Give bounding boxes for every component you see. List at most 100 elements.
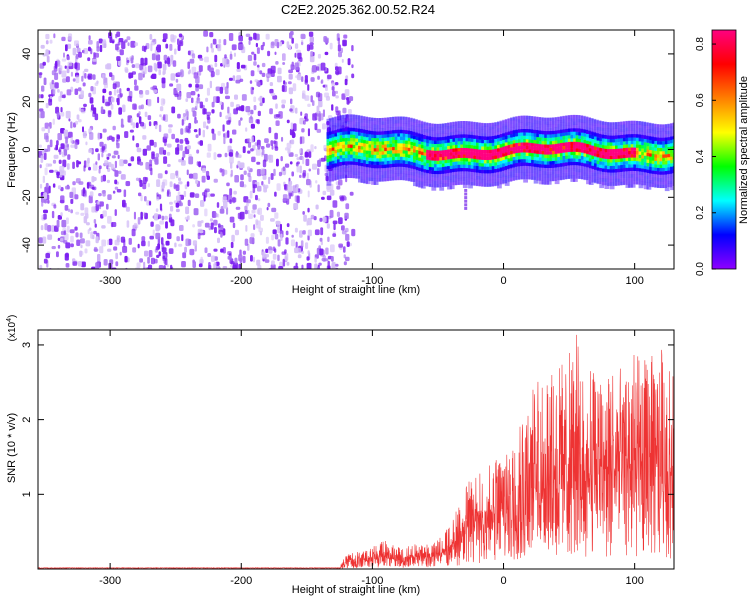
spectrogram-cell xyxy=(177,71,182,76)
spectrogram-cell xyxy=(229,188,233,196)
spectrogram-cell xyxy=(154,258,158,264)
spectrogram-cell xyxy=(486,153,492,157)
spectrogram-cell xyxy=(415,166,421,171)
spectrogram-cell xyxy=(607,145,612,150)
spectrogram-cell xyxy=(575,135,581,139)
spectrogram-cell xyxy=(657,141,662,145)
spectrogram-cell xyxy=(376,131,382,135)
spectrogram-cell xyxy=(418,130,424,135)
spectrogram-cell xyxy=(410,141,416,146)
spectrogram-cell xyxy=(53,204,57,209)
spectrogram-cell xyxy=(108,238,113,246)
spectrogram-cell xyxy=(460,167,466,172)
spectrogram-cell xyxy=(266,73,271,78)
spectrogram-cell xyxy=(504,119,510,123)
spectrogram-cell xyxy=(544,127,549,132)
spectrogram-cell xyxy=(233,130,236,134)
spectrogram-cell xyxy=(431,137,437,141)
spectrogram-cell xyxy=(489,122,494,127)
spectrogram-cell xyxy=(460,144,466,148)
spectrogram-cell xyxy=(415,123,421,127)
spectrogram-cell xyxy=(234,175,239,183)
spectrogram-cell xyxy=(192,240,198,246)
spectrogram-cell xyxy=(546,117,552,122)
spectrogram-cell xyxy=(92,177,97,181)
spectrogram-cell xyxy=(615,145,620,149)
spectrogram-cell xyxy=(557,146,563,151)
spectrogram-cell xyxy=(578,132,584,136)
spectrogram-cell xyxy=(483,163,489,167)
spectrogram-cell xyxy=(219,111,222,118)
spectrogram-cell xyxy=(559,139,565,143)
spectrogram-cell xyxy=(373,158,379,162)
spectrogram-cell xyxy=(439,137,445,141)
spectrogram-cell xyxy=(358,125,363,129)
spectrogram-cell xyxy=(662,141,667,145)
spectrogram-cell xyxy=(343,261,347,266)
spectrogram-cell xyxy=(567,145,573,149)
spectrogram-cell xyxy=(65,242,71,249)
spectrogram-cell xyxy=(170,205,174,212)
spectrogram-cell xyxy=(470,182,476,186)
spectrogram-cell xyxy=(607,149,612,153)
spectrogram-cell xyxy=(601,161,607,166)
spectrogram-cell xyxy=(649,170,654,174)
spectrogram-cell xyxy=(187,199,191,207)
spectrogram-cell xyxy=(481,153,486,157)
spectrogram-cell xyxy=(271,145,274,150)
spectrogram-cell xyxy=(659,171,665,175)
spectrogram-cell xyxy=(643,175,649,180)
spectrogram-cell xyxy=(594,129,599,134)
spectrogram-cell xyxy=(423,129,429,133)
spectrogram-cell xyxy=(447,142,452,146)
spectrogram-cell xyxy=(664,130,670,135)
spectrogram-cell xyxy=(523,125,528,129)
spectrogram-cell xyxy=(87,57,91,62)
spectrogram-cell xyxy=(208,193,211,198)
spectrogram-cell xyxy=(339,121,345,126)
spectrogram-cell xyxy=(378,178,384,182)
spectrogram-cell xyxy=(223,200,228,209)
spectrogram-cell xyxy=(355,115,361,119)
spectrogram-cell xyxy=(499,147,505,151)
spectrogram-cell xyxy=(229,53,233,60)
spectrogram-cell xyxy=(504,135,510,140)
spectrogram-cell xyxy=(331,147,337,151)
spectrogram-cell xyxy=(111,97,115,103)
spectrogram-cell xyxy=(538,117,544,121)
spectrogram-cell xyxy=(281,99,286,104)
spectrogram-cell xyxy=(617,135,623,139)
spectrogram-cell xyxy=(290,98,293,105)
spectrogram-cell xyxy=(423,155,429,160)
spectrogram-cell xyxy=(570,155,576,159)
spectrogram-cell xyxy=(573,151,578,156)
spectrogram-cell xyxy=(567,115,573,119)
spectrogram-cell xyxy=(158,69,161,76)
spectrogram-cell xyxy=(260,214,264,221)
spectrogram-cell xyxy=(130,57,134,64)
spectrogram-cell xyxy=(175,184,180,191)
spectrogram-cell xyxy=(486,139,492,144)
spectrogram-cell xyxy=(562,159,568,163)
spectrogram-cell xyxy=(423,149,429,153)
spectrogram-cell xyxy=(434,154,439,158)
spectrogram-cell xyxy=(465,171,471,175)
spectrogram-cell xyxy=(638,171,644,175)
spectrogram-cell xyxy=(418,181,424,185)
spectrogram-cell xyxy=(339,135,345,139)
spectrogram-cell xyxy=(287,148,291,154)
spectrogram-cell xyxy=(206,125,209,130)
spectrogram-cell xyxy=(636,177,641,182)
spectrogram-cell xyxy=(423,125,429,130)
spectrogram-cell xyxy=(376,121,382,125)
spectrogram-cell xyxy=(155,153,160,158)
spectrogram-cell xyxy=(402,126,408,131)
spectrogram-cell xyxy=(144,45,148,50)
spectrogram-cell xyxy=(405,140,410,144)
spectrogram-cell xyxy=(410,145,416,149)
spectrogram-cell xyxy=(462,147,468,152)
spectrogram-cell xyxy=(470,155,476,159)
spectrogram-cell xyxy=(452,175,458,179)
spectrogram-cell xyxy=(470,135,476,139)
spectrogram-cell xyxy=(615,162,620,166)
